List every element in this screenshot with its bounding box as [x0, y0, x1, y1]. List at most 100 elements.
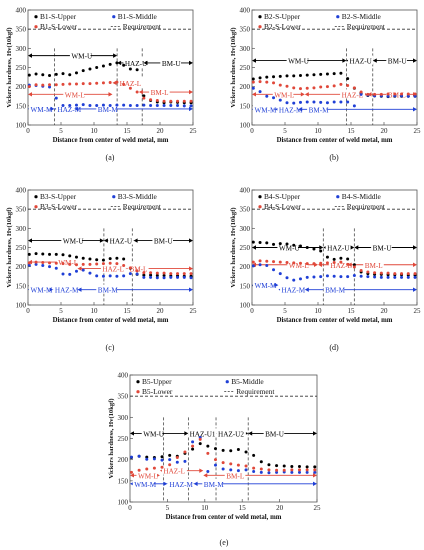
x-tick-label: 25 [314, 504, 322, 512]
legend-marker [136, 390, 140, 394]
zone-label: HAZ-L [163, 468, 185, 476]
legend-label: B5-Upper [142, 377, 172, 386]
x-tick-label: 20 [157, 307, 165, 315]
data-point-b4-s-lower [406, 272, 410, 276]
data-point-b4-s-middle [292, 278, 296, 282]
zone-label-bg [272, 89, 294, 99]
data-point-b2-s-lower [332, 84, 336, 88]
data-point-b5-lower [221, 461, 225, 465]
data-point-b2-s-upper [325, 72, 329, 76]
legend-marker [34, 195, 38, 199]
zone-label-bg [188, 428, 218, 438]
zone-label: WM-M [30, 106, 53, 114]
x-tick-label: 10 [315, 307, 323, 315]
data-point-b5-upper [305, 465, 309, 469]
y-tick-label: 250 [16, 244, 27, 252]
data-point-b5-upper [221, 448, 225, 452]
data-point-b5-middle [305, 470, 309, 474]
data-point-b5-upper [160, 455, 164, 459]
legend-label: B1-S-Lower [40, 22, 77, 31]
zone-arrow-head-left [304, 287, 309, 292]
y-tick-label: 100 [240, 122, 251, 130]
data-point-b4-s-middle [285, 276, 289, 280]
data-point-b5-lower [152, 466, 156, 470]
y-tick-label: 400 [118, 372, 129, 380]
data-point-b4-s-lower [373, 271, 377, 275]
zone-arrow-head-right [313, 481, 317, 486]
data-point-b3-s-middle [122, 274, 126, 278]
legend-requirement-label: Requirement [347, 22, 386, 31]
zone-label-bg [118, 77, 144, 87]
data-point-b2-s-lower [278, 83, 282, 87]
zone-label-bg [96, 284, 117, 294]
zone-label-bg [263, 428, 285, 438]
zone-label: WM-U [279, 245, 301, 253]
data-point-b2-s-upper [251, 77, 255, 81]
data-point-b5-middle [191, 440, 195, 444]
zone-label: HAZ-L [330, 262, 352, 270]
data-point-b1-s-upper [48, 74, 52, 78]
data-point-b5-upper [236, 448, 240, 452]
data-point-b4-s-lower [258, 259, 262, 263]
data-point-b2-s-lower [373, 92, 377, 96]
data-point-b4-s-upper [298, 244, 302, 248]
zone-label-bg [277, 104, 303, 114]
data-point-b5-lower [198, 437, 202, 441]
data-point-b3-s-lower [162, 271, 166, 275]
zone-arrow-head-left [372, 58, 377, 63]
data-point-b1-s-lower [162, 99, 166, 103]
zone-arrow-head-left [130, 431, 134, 436]
legend-label: B3-S-Upper [40, 192, 77, 201]
data-point-b1-s-middle [101, 103, 105, 107]
zone-label-bg [108, 235, 134, 245]
legend-label: B5-Middle [231, 377, 264, 386]
zone-label: WM-M [254, 106, 277, 114]
data-point-b4-s-middle [413, 275, 417, 279]
data-point-b1-s-lower [54, 83, 58, 87]
data-point-b1-s-lower [128, 86, 132, 90]
x-tick-label: 10 [201, 504, 209, 512]
data-point-b5-middle [137, 454, 141, 458]
legend-requirement-label: Requirement [123, 22, 162, 31]
data-point-b5-middle [229, 468, 233, 472]
data-point-b4-s-upper [332, 257, 336, 261]
data-point-b3-s-middle [115, 274, 119, 278]
data-point-b5-lower [183, 450, 187, 454]
data-point-b2-s-middle [258, 90, 262, 94]
data-point-b3-s-upper [162, 273, 166, 277]
x-tick-label: 0 [250, 127, 254, 135]
data-point-b3-s-middle [88, 271, 92, 275]
x-axis-label: Distance from center of weld metal, mm [53, 137, 169, 144]
zone-label-bg [348, 55, 374, 65]
y-tick-label: 100 [240, 302, 251, 310]
chart-panel-e: 100 150 200 250 300 350 400 0 5 10 15 20 25 Vickers h… [108, 372, 321, 548]
data-point-b4-s-middle [278, 272, 282, 276]
data-point-b5-upper [275, 464, 279, 468]
data-point-b2-s-upper [305, 73, 309, 77]
legend-marker [258, 205, 262, 209]
zone-arrow-head-right [413, 287, 417, 292]
zone-label: BM-U [154, 238, 174, 246]
data-point-b3-s-middle [108, 274, 112, 278]
data-point-b3-s-lower [34, 260, 38, 264]
zone-arrow-head-left [103, 238, 108, 243]
y-tick-label: 300 [118, 414, 129, 422]
data-point-b3-s-lower [54, 261, 58, 265]
data-point-b1-s-middle [54, 96, 58, 100]
data-point-b1-s-lower [27, 85, 31, 89]
y-tick-label: 300 [240, 225, 251, 233]
zone-label-bg [160, 57, 181, 67]
data-point-b2-s-upper [265, 75, 269, 79]
data-point-b3-s-upper [122, 257, 126, 261]
zone-arrow-head-right [413, 58, 417, 63]
x-tick-label: 15 [348, 127, 356, 135]
data-point-b5-upper [267, 463, 271, 467]
data-point-b3-s-upper [101, 258, 105, 262]
data-point-b5-middle [152, 457, 156, 461]
zone-arrow-head-right [413, 262, 417, 267]
x-tick-label: 10 [91, 307, 99, 315]
zone-arrow-head-right [49, 287, 54, 292]
data-point-b4-s-middle [339, 275, 343, 279]
y-tick-label: 200 [16, 83, 27, 91]
data-point-b1-s-lower [48, 83, 52, 87]
